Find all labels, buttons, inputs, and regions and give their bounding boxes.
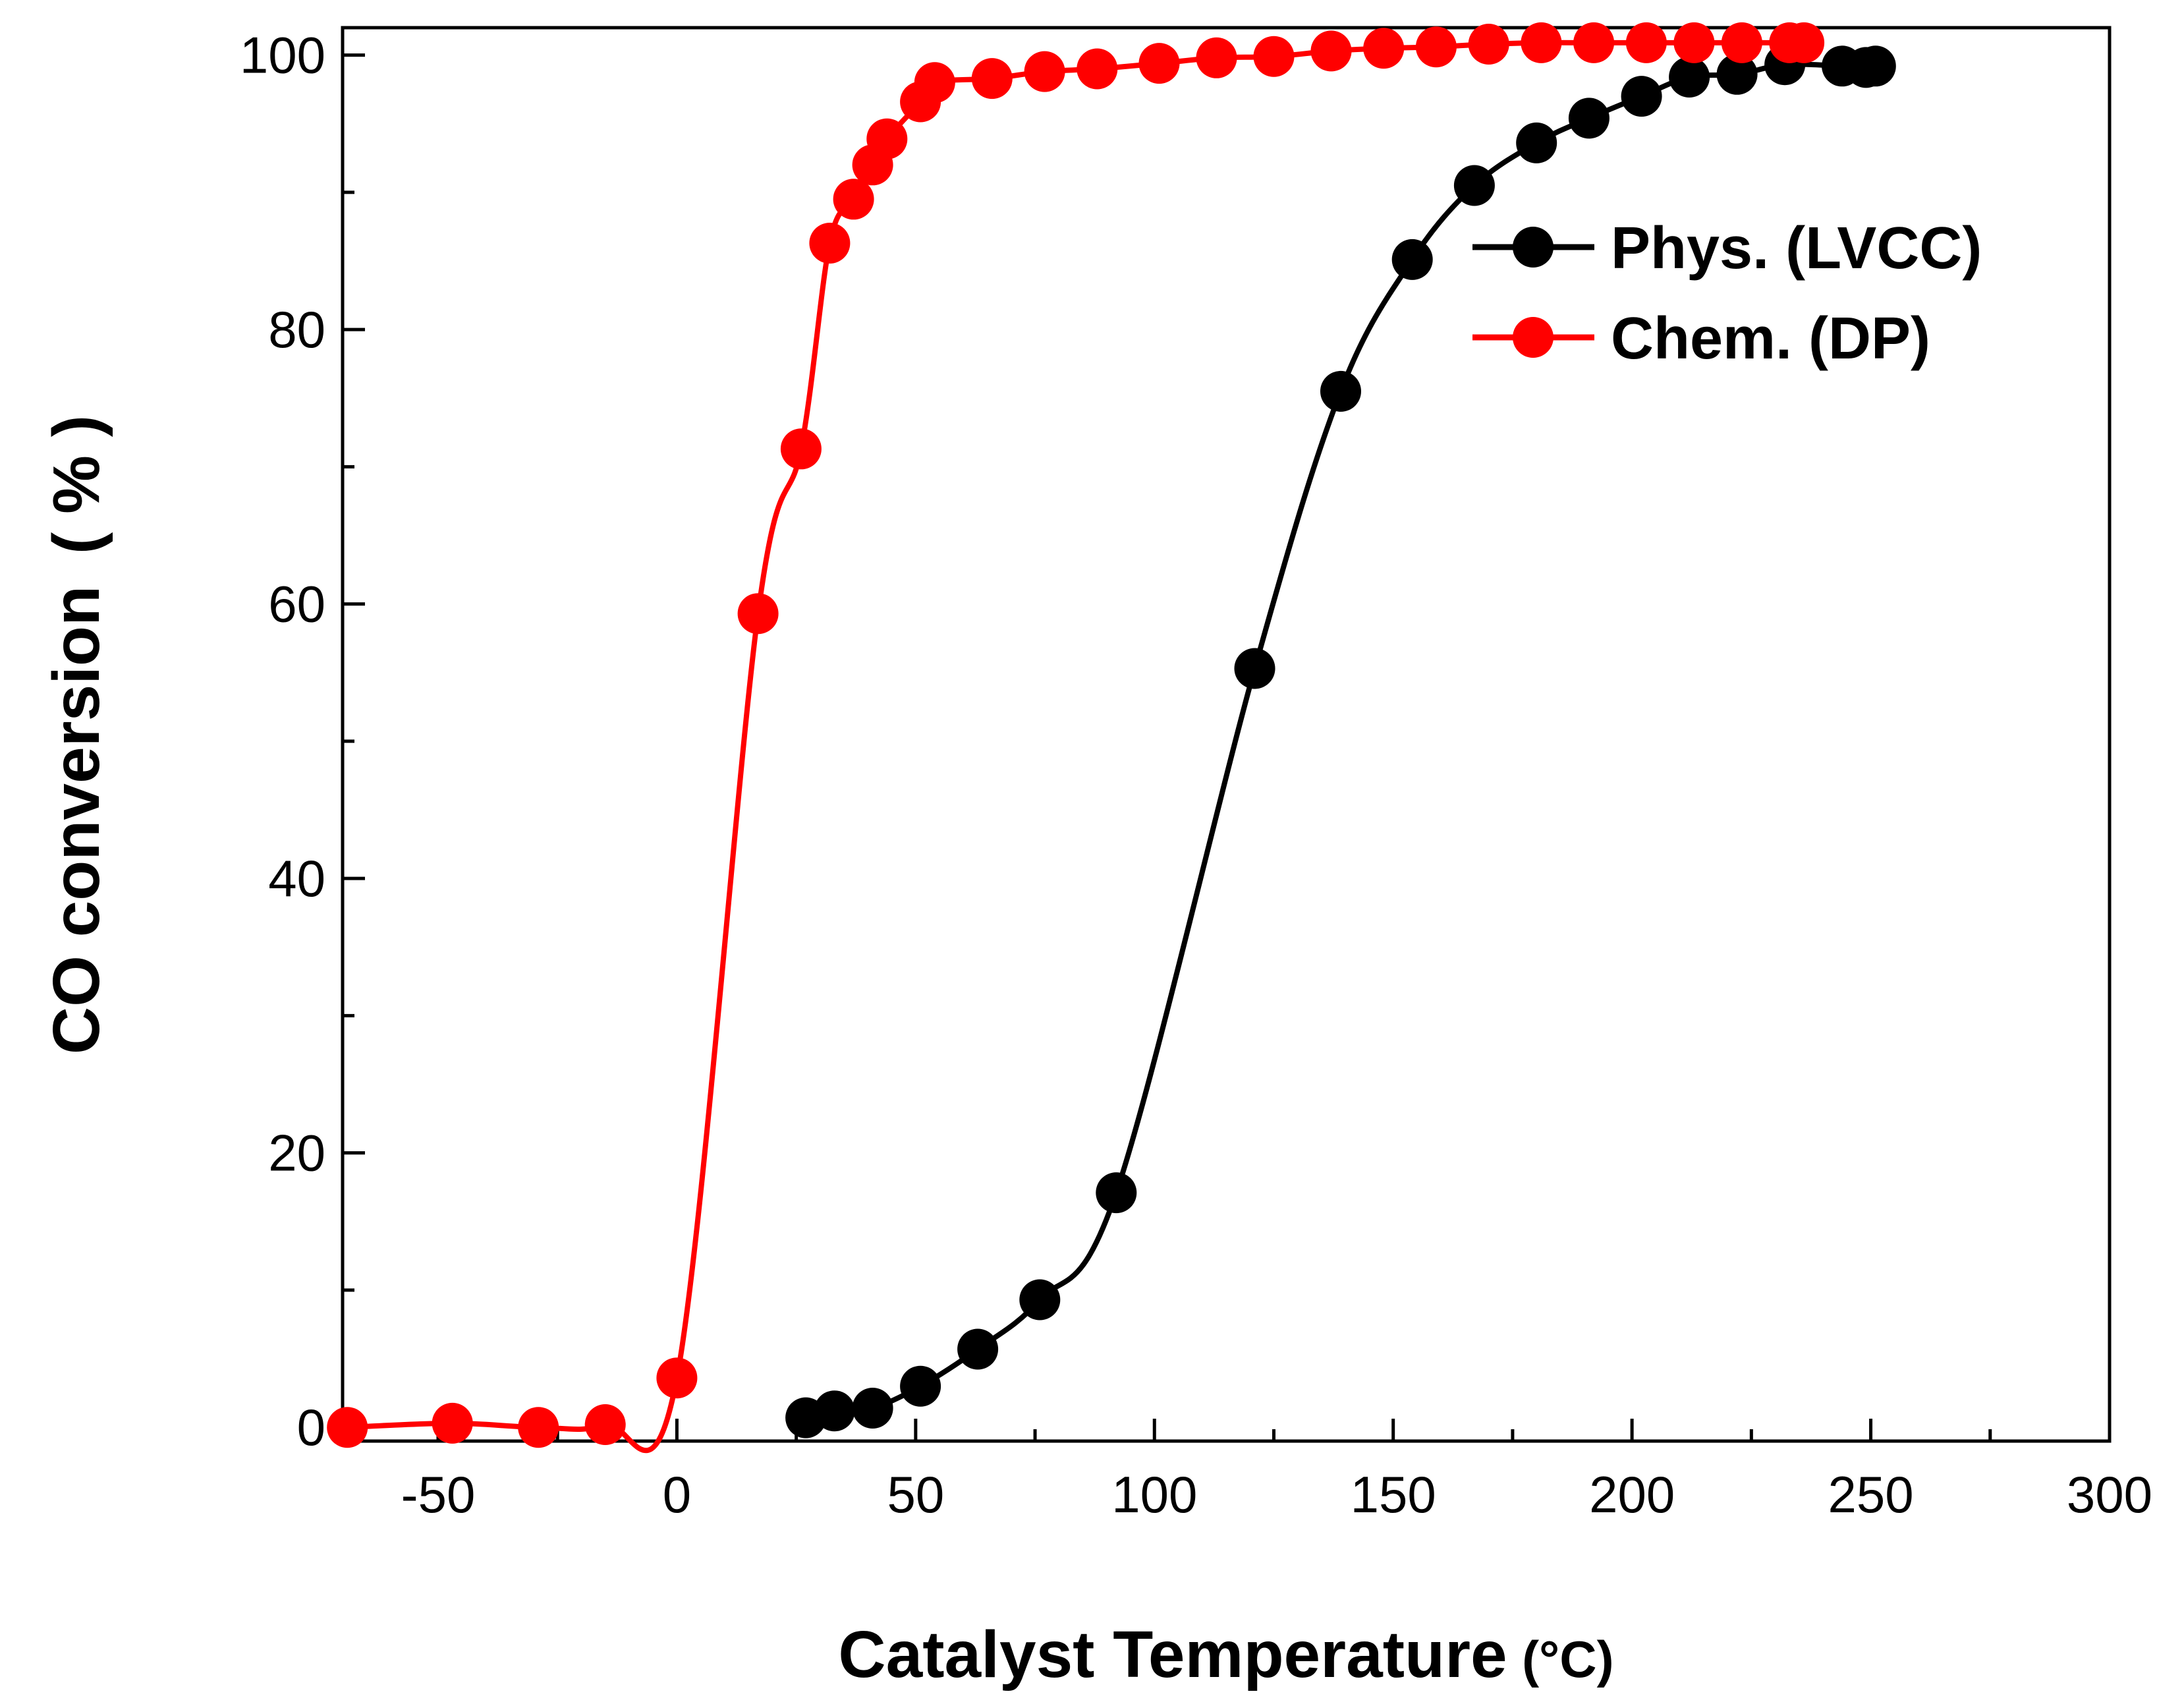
y-tick-label: 100 xyxy=(240,26,325,84)
x-axis-ticks: -50 0 50 100 150 200 250 300 xyxy=(401,1419,2152,1523)
series-chem xyxy=(327,22,1825,1454)
data-point-chem xyxy=(833,179,874,220)
data-point-chem xyxy=(1024,51,1065,92)
svg-text:CO conversion ( % ): CO conversion ( % ) xyxy=(40,415,113,1054)
legend-marker-chem xyxy=(1513,317,1554,358)
data-point-chem xyxy=(518,1407,559,1448)
data-point-chem xyxy=(1721,22,1762,63)
svg-text:Catalyst Temperature (°C: Catalyst Temperature (°C) xyxy=(838,1618,1613,1691)
series-phys xyxy=(785,44,1896,1438)
data-point-chem xyxy=(1196,37,1237,78)
data-point-chem xyxy=(432,1402,473,1444)
x-tick-label: -50 xyxy=(401,1465,476,1523)
data-point-chem xyxy=(656,1357,698,1399)
y-axis-label: CO conversion xyxy=(40,586,113,1054)
data-point-phys xyxy=(1096,1172,1137,1214)
data-point-chem xyxy=(1468,24,1509,65)
data-point-chem xyxy=(1310,30,1352,72)
x-axis-unit: °C xyxy=(1539,1630,1597,1688)
data-point-chem xyxy=(1138,43,1180,84)
x-tick-label: 50 xyxy=(887,1465,944,1523)
legend-entry-chem: Chem. (DP) xyxy=(1472,306,1930,372)
data-point-phys xyxy=(1568,98,1610,139)
x-axis-title: Catalyst Temperature (°C) xyxy=(838,1618,1613,1691)
data-point-chem xyxy=(584,1404,626,1445)
series-layer xyxy=(327,22,1896,1454)
data-point-chem xyxy=(809,223,851,264)
data-point-chem xyxy=(1625,22,1667,63)
x-tick-label: 0 xyxy=(663,1465,691,1523)
data-point-phys xyxy=(1391,239,1433,280)
y-tick-label: 80 xyxy=(268,300,325,358)
data-point-chem xyxy=(914,62,955,103)
y-axis-title: CO conversion ( % ) xyxy=(40,415,113,1054)
x-tick-label: 150 xyxy=(1351,1465,1436,1523)
data-point-chem xyxy=(1415,26,1457,68)
data-point-chem xyxy=(1077,48,1118,90)
legend-entry-phys: Phys. (LVCC) xyxy=(1472,215,1982,281)
x-tick-label: 100 xyxy=(1111,1465,1197,1523)
data-point-chem xyxy=(1783,22,1825,63)
data-point-chem xyxy=(1253,36,1295,77)
data-point-phys xyxy=(1019,1279,1061,1321)
data-point-phys xyxy=(1234,648,1275,689)
data-point-phys xyxy=(1320,370,1361,412)
data-point-chem xyxy=(1673,22,1715,63)
data-point-phys xyxy=(1716,53,1758,95)
data-point-chem xyxy=(1363,28,1405,69)
data-point-phys xyxy=(900,1365,941,1407)
data-point-phys xyxy=(1621,76,1662,117)
y-tick-label: 20 xyxy=(268,1124,325,1182)
x-tick-label: 250 xyxy=(1828,1465,1913,1523)
data-point-phys xyxy=(814,1390,855,1432)
y-tick-label: 40 xyxy=(268,849,325,907)
data-point-phys xyxy=(1669,57,1710,98)
data-point-phys xyxy=(1516,122,1557,163)
data-point-phys xyxy=(1453,165,1495,206)
y-axis-unit: % xyxy=(40,455,113,514)
legend: Phys. (LVCC) Chem. (DP) xyxy=(1472,215,1982,372)
plot-frame xyxy=(341,26,2112,1443)
y-tick-label: 0 xyxy=(297,1398,325,1456)
legend-marker-phys xyxy=(1513,227,1554,268)
y-tick-label: 60 xyxy=(268,575,325,633)
data-point-phys xyxy=(957,1328,999,1370)
data-point-chem xyxy=(780,428,822,470)
data-point-chem xyxy=(327,1407,368,1448)
x-tick-label: 300 xyxy=(2067,1465,2152,1523)
data-point-chem xyxy=(971,58,1013,99)
data-point-phys xyxy=(1855,45,1896,87)
series-line-chem xyxy=(347,40,1805,1454)
y-axis-ticks: 0 20 40 60 80 100 xyxy=(240,26,365,1456)
legend-label-chem: Chem. (DP) xyxy=(1611,306,1930,372)
legend-label-phys: Phys. (LVCC) xyxy=(1611,215,1982,281)
data-point-chem xyxy=(1573,22,1615,63)
data-point-chem xyxy=(866,118,908,159)
x-axis-label: Catalyst Temperature xyxy=(838,1618,1507,1691)
data-point-phys xyxy=(852,1388,893,1429)
x-tick-label: 200 xyxy=(1589,1465,1675,1523)
data-point-chem xyxy=(1521,22,1562,63)
data-point-chem xyxy=(737,593,779,635)
